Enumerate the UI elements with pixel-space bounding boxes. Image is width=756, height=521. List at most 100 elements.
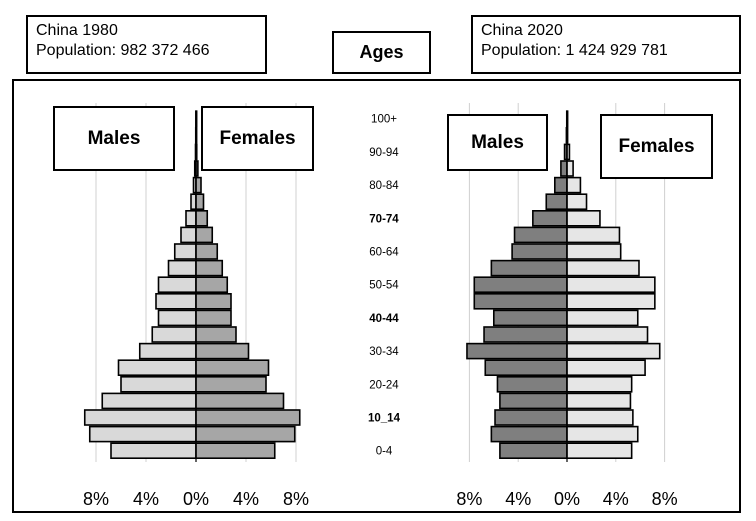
male-bar: [155, 292, 197, 310]
male-bar: [483, 326, 568, 343]
female-bar: [195, 243, 219, 260]
x-tick-label: 8%: [456, 489, 482, 509]
age-group-label: 20-24: [369, 379, 399, 391]
x-tick-label: 0%: [554, 489, 580, 509]
female-bar: [566, 259, 640, 277]
age-group-label: 10_14: [368, 413, 401, 425]
female-bar: [195, 375, 267, 393]
male-bar: [157, 309, 197, 327]
age-group-label: 30-34: [369, 346, 399, 358]
male-bar: [499, 392, 568, 410]
female-bar: [195, 326, 237, 343]
male-bar: [151, 326, 197, 343]
male-bar: [466, 342, 568, 360]
male-bar: [513, 226, 568, 244]
female-bar: [195, 276, 229, 294]
female-bar: [195, 425, 296, 443]
male-bar: [490, 259, 568, 277]
male-bar: [499, 442, 568, 460]
female-bar: [566, 359, 646, 377]
age-group-label: 70-74: [369, 213, 399, 225]
male-bar: [185, 210, 197, 227]
female-bar: [195, 193, 205, 210]
x-tick-label: 8%: [652, 489, 678, 509]
male-bar: [511, 243, 568, 260]
male-bar: [473, 292, 568, 310]
male-bar: [138, 342, 197, 360]
female-bar: [566, 210, 601, 227]
female-bar: [566, 176, 582, 194]
x-tick-label: 4%: [505, 489, 531, 509]
male-bar: [490, 425, 568, 443]
male-bar: [180, 226, 197, 244]
pyramids-frame: [12, 79, 741, 513]
female-bar: [195, 259, 224, 277]
female-bar: [195, 409, 301, 426]
males-label-2020: Males: [447, 114, 548, 171]
female-bar: [566, 292, 656, 310]
info-population: Population: 982 372 466: [36, 42, 210, 59]
info-population: Population: 1 424 929 781: [481, 42, 668, 59]
females-label-2020: Females: [600, 114, 713, 179]
age-group-label: 50-54: [369, 280, 399, 292]
x-tick-label: 8%: [83, 489, 109, 509]
female-bar: [566, 243, 622, 260]
female-bar: [566, 193, 588, 210]
male-bar: [484, 359, 568, 377]
male-bar: [494, 409, 568, 426]
ages-label-box: Ages: [332, 31, 431, 74]
male-bar: [167, 259, 197, 277]
female-bar: [566, 276, 656, 294]
female-bar: [195, 292, 232, 310]
female-bar: [195, 210, 209, 227]
female-bar: [566, 425, 639, 443]
x-tick-label: 4%: [233, 489, 259, 509]
x-tick-label: 8%: [283, 489, 309, 509]
female-bar: [195, 226, 214, 244]
age-group-label: 0-4: [376, 446, 393, 458]
female-bar: [566, 309, 639, 327]
male-bar: [473, 276, 568, 294]
female-bar: [566, 375, 633, 393]
male-bar: [560, 160, 568, 177]
females-label-1980: Females: [201, 106, 314, 171]
x-tick-label: 0%: [183, 489, 209, 509]
male-bar: [157, 276, 197, 294]
male-bar: [496, 375, 568, 393]
male-bar: [545, 193, 568, 210]
age-group-label: 60-64: [369, 247, 399, 259]
age-group-label: 100+: [371, 114, 397, 126]
male-bar: [117, 359, 197, 377]
female-bar: [566, 442, 633, 460]
male-bar: [101, 392, 197, 410]
male-bar: [532, 210, 568, 227]
female-bar: [566, 392, 632, 410]
info-title: China 1980: [36, 22, 118, 39]
female-bar: [195, 392, 285, 410]
female-bar: [195, 176, 202, 194]
female-bar: [566, 342, 661, 360]
male-bar: [88, 425, 197, 443]
female-bar: [566, 326, 649, 343]
x-tick-label: 4%: [133, 489, 159, 509]
female-bar: [566, 226, 621, 244]
x-tick-label: 4%: [603, 489, 629, 509]
male-bar: [120, 375, 197, 393]
male-bar: [83, 409, 197, 426]
male-bar: [173, 243, 197, 260]
female-bar: [195, 342, 250, 360]
country-info-1980: China 1980 Population: 982 372 466: [26, 15, 267, 74]
female-bar: [566, 409, 634, 426]
female-bar: [195, 309, 232, 327]
age-group-label: 40-44: [369, 313, 399, 325]
age-group-label: 80-84: [369, 180, 399, 192]
age-group-label: 90-94: [369, 147, 399, 159]
female-bar: [195, 442, 276, 460]
ages-label: Ages: [359, 42, 404, 62]
info-title: China 2020: [481, 22, 563, 39]
male-bar: [110, 442, 197, 460]
males-label-1980: Males: [53, 106, 175, 171]
female-bar: [566, 160, 574, 177]
female-bar: [195, 359, 270, 377]
